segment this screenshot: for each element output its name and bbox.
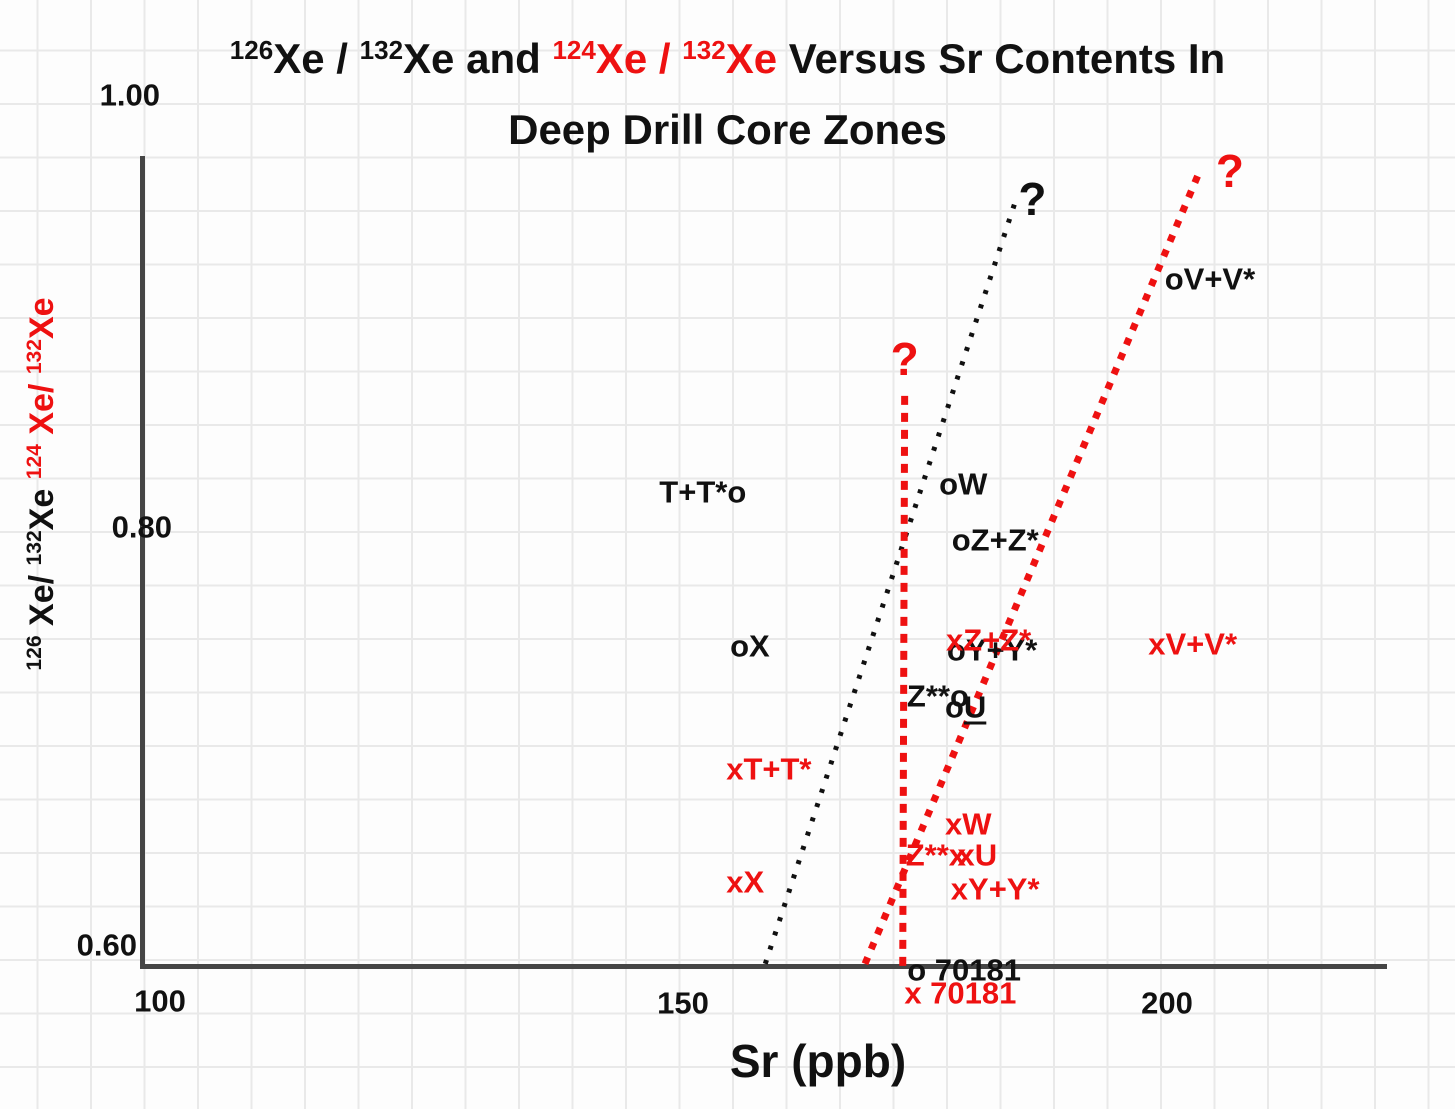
y-tick-1.00: 1.00 — [99, 77, 160, 113]
chart-title-line2: Deep Drill Core Zones — [508, 106, 947, 153]
x-tick-150: 150 — [657, 985, 709, 1021]
y-tick-0.80: 0.80 — [111, 509, 172, 545]
x-tick-100: 100 — [134, 983, 186, 1019]
title-black-right: Versus Sr Contents In — [777, 35, 1226, 82]
red-vertical-dashed-line — [899, 390, 909, 966]
y-axis-line — [140, 156, 145, 968]
x-tick-200: 200 — [1141, 985, 1193, 1021]
black-dashed-trend-line — [762, 195, 1020, 965]
chart-title: 126Xe / 132Xe and 124Xe / 132Xe Versus S… — [0, 26, 1455, 163]
chart-title-line1: 126Xe / 132Xe and 124Xe / 132Xe Versus S… — [0, 26, 1455, 97]
red-diagonal-dashed-line — [861, 169, 1204, 966]
title-black-left: 126Xe / 132Xe and — [229, 34, 553, 82]
title-red-ratio: 124Xe / 132Xe — [552, 34, 778, 82]
y-tick-0.60: 0.60 — [76, 927, 137, 963]
x-axis-label: Sr (ppb) — [729, 1035, 907, 1087]
x-axis-line — [140, 964, 1387, 969]
